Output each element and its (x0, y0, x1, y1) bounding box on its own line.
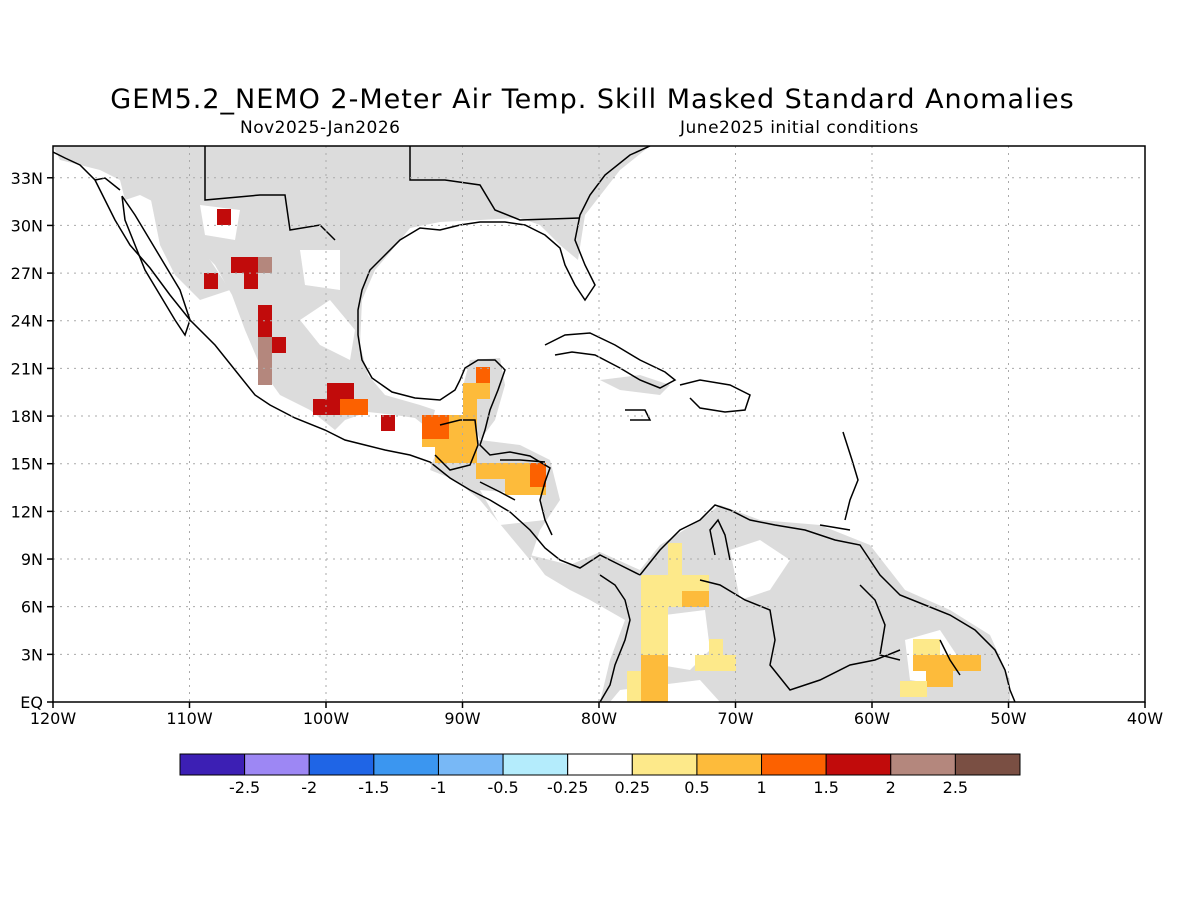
anomaly-cell (327, 383, 354, 399)
lat-tick-label: 15N (11, 455, 43, 474)
colorbar-swatch (696, 753, 763, 776)
anomaly-cell (641, 607, 668, 655)
colorbar: -2.5 -2 -1.5 -1 -0.5 -0.25 0.25 0.5 1 1.5 2 2.5 (179, 753, 1021, 797)
anomaly-cell (204, 273, 218, 289)
positive-anomaly-cells (204, 209, 981, 702)
forecast-period: Nov2025-Jan2026 (240, 118, 401, 138)
anomaly-cell (463, 383, 490, 399)
colorbar-swatch (502, 753, 569, 776)
anomaly-cell (682, 591, 709, 607)
anomaly-cell (463, 399, 477, 415)
lat-tick-label: 30N (11, 216, 43, 235)
colorbar-swatch (567, 753, 633, 776)
anomaly-cell (695, 655, 736, 671)
anomaly-cell (926, 671, 953, 687)
anomaly-cell (258, 337, 272, 385)
colorbar-swatch (308, 753, 375, 776)
colorbar-label: -0.5 (487, 778, 518, 797)
lon-tick-label: 50W (990, 709, 1026, 728)
colorbar-swatch (179, 753, 246, 776)
anomaly-cell (641, 655, 668, 702)
anomaly-cell (476, 463, 546, 479)
anomaly-cell (668, 543, 682, 583)
anomaly-cell (340, 399, 368, 415)
lon-tick-label: 70W (717, 709, 753, 728)
colorbar-label: 2.5 (943, 778, 968, 797)
gray-land-mask (53, 146, 1010, 702)
colorbar-label: 0.5 (684, 778, 709, 797)
lon-tick-label: 120W (30, 709, 77, 728)
anomaly-cell (476, 367, 490, 383)
colorbar-swatch (825, 753, 892, 776)
lon-tick-label: 60W (854, 709, 890, 728)
colorbar-label: 1 (756, 778, 766, 797)
anomaly-cell (258, 257, 272, 273)
lon-tick-label: 90W (444, 709, 480, 728)
colorbar-label: -2.5 (229, 778, 260, 797)
colorbar-label: -2 (301, 778, 317, 797)
colorbar-swatch (890, 753, 956, 776)
map-title: GEM5.2_NEMO 2-Meter Air Temp. Skill Mask… (110, 84, 1075, 115)
colorbar-swatch (244, 753, 310, 776)
map-field (53, 146, 1016, 702)
anomaly-cell (900, 681, 927, 697)
lat-tick-label: EQ (20, 693, 43, 712)
initial-conditions: June2025 initial conditions (680, 118, 919, 138)
colorbar-label: 0.25 (614, 778, 650, 797)
lat-tick-label: 12N (11, 502, 43, 521)
anomaly-cell (217, 209, 231, 225)
anomaly-cell (422, 415, 449, 439)
colorbar-label: -0.25 (547, 778, 588, 797)
anomaly-cell (244, 273, 258, 289)
lat-tick-label: 33N (11, 169, 43, 188)
colorbar-label: -1.5 (358, 778, 389, 797)
lat-tick-label: 9N (21, 550, 43, 569)
colorbar-swatch (373, 753, 439, 776)
anomaly-cell (913, 639, 940, 655)
coastlines (53, 146, 1016, 702)
anomaly-cell (627, 671, 641, 702)
graticule (53, 146, 1145, 702)
lat-tick-label: 6N (21, 598, 43, 617)
anomaly-cell (381, 415, 395, 431)
colorbar-swatch (631, 753, 698, 776)
lat-tick-label: 24N (11, 312, 43, 331)
lon-tick-label: 100W (303, 709, 350, 728)
anomaly-cell (913, 655, 981, 671)
colorbar-label: 1.5 (813, 778, 838, 797)
anomaly-cell (231, 257, 258, 273)
lon-tick-label: 80W (581, 709, 617, 728)
lat-tick-label: 27N (11, 264, 43, 283)
colorbar-swatch (954, 753, 1021, 776)
lat-tick-label: 3N (21, 645, 43, 664)
anomaly-cell (272, 337, 286, 353)
lat-tick-label: 18N (11, 407, 43, 426)
lon-tick-label: 110W (166, 709, 213, 728)
colorbar-label: -1 (430, 778, 446, 797)
colorbar-swatch (437, 753, 504, 776)
colorbar-label: 2 (886, 778, 896, 797)
anomaly-cell (530, 463, 546, 487)
colorbar-swatch (761, 753, 827, 776)
lat-tick-label: 21N (11, 359, 43, 378)
anomaly-cell (435, 447, 477, 463)
lon-tick-label: 40W (1127, 709, 1163, 728)
